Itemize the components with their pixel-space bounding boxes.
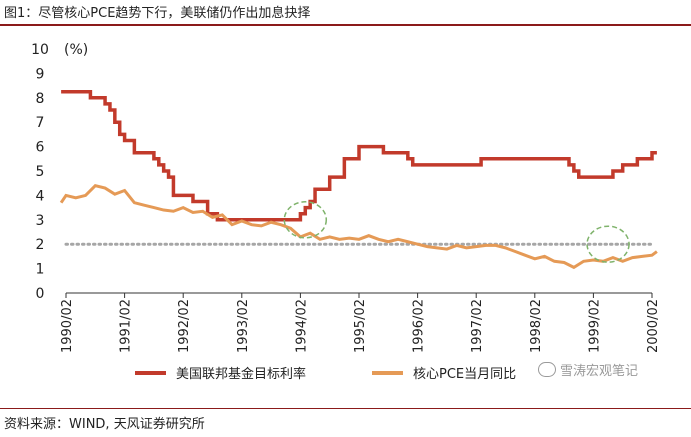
y-tick-label: 10 [31, 42, 49, 58]
series-layer [59, 89, 658, 270]
x-tick-label: 2000/02 [646, 299, 661, 353]
x-tick-label: 1998/02 [529, 299, 544, 353]
source-note: 资料来源：WIND, 天风证券研究所 [4, 417, 205, 432]
series-core-pce [59, 183, 658, 270]
x-tick-label: 1995/02 [353, 299, 368, 353]
x-tick-label: 1996/02 [412, 299, 427, 353]
y-tick-label: 6 [36, 140, 45, 156]
y-tick-label: 2 [36, 237, 45, 253]
y-axis-unit: (%) [64, 42, 88, 58]
highlight-circle [283, 201, 328, 239]
y-tick-label: 0 [36, 286, 45, 302]
caption-rule-bottom [0, 408, 691, 409]
x-tick-label: 1999/02 [587, 299, 602, 353]
x-tick-label: 1990/02 [60, 299, 75, 353]
legend-label: 美国联邦基金目标利率 [176, 366, 306, 382]
chart-caption-title: 图1：尽管核心PCE趋势下行，美联储仍作出加息抉择 [4, 6, 311, 21]
axis-layer: 0 1 2 3 4 5 6 7 8 9 10 (%) 1990/02 1991/02 1992/02 1993… [31, 42, 661, 353]
x-tick-label: 1993/02 [236, 299, 251, 353]
highlight-circle [586, 225, 630, 263]
caption-rule-top [0, 24, 691, 26]
x-tick-label: 1994/02 [294, 299, 309, 353]
legend-layer: 美国联邦基金目标利率 核心PCE当月同比 [135, 366, 516, 382]
watermark: 雪涛宏观笔记 [538, 360, 638, 379]
series-fed-funds-rate [61, 89, 657, 222]
chart-svg: 0 1 2 3 4 5 6 7 8 9 10 (%) 1990/02 1991/02 1992/02 1993… [31, 42, 661, 382]
y-tick-label: 4 [36, 188, 45, 204]
x-tick-label: 1997/02 [470, 299, 485, 353]
x-tick-label: 1991/02 [119, 299, 134, 353]
y-tick-label: 8 [36, 91, 45, 107]
legend-label: 核心PCE当月同比 [413, 367, 516, 382]
x-tick-label: 1992/02 [177, 299, 192, 353]
watermark-text: 雪涛宏观笔记 [560, 364, 639, 379]
y-tick-label: 7 [36, 115, 45, 131]
y-tick-label: 1 [36, 262, 45, 278]
y-tick-label: 3 [36, 213, 45, 229]
wechat-icon [538, 362, 556, 377]
y-tick-label: 5 [36, 164, 45, 180]
y-tick-label: 9 [36, 66, 45, 82]
